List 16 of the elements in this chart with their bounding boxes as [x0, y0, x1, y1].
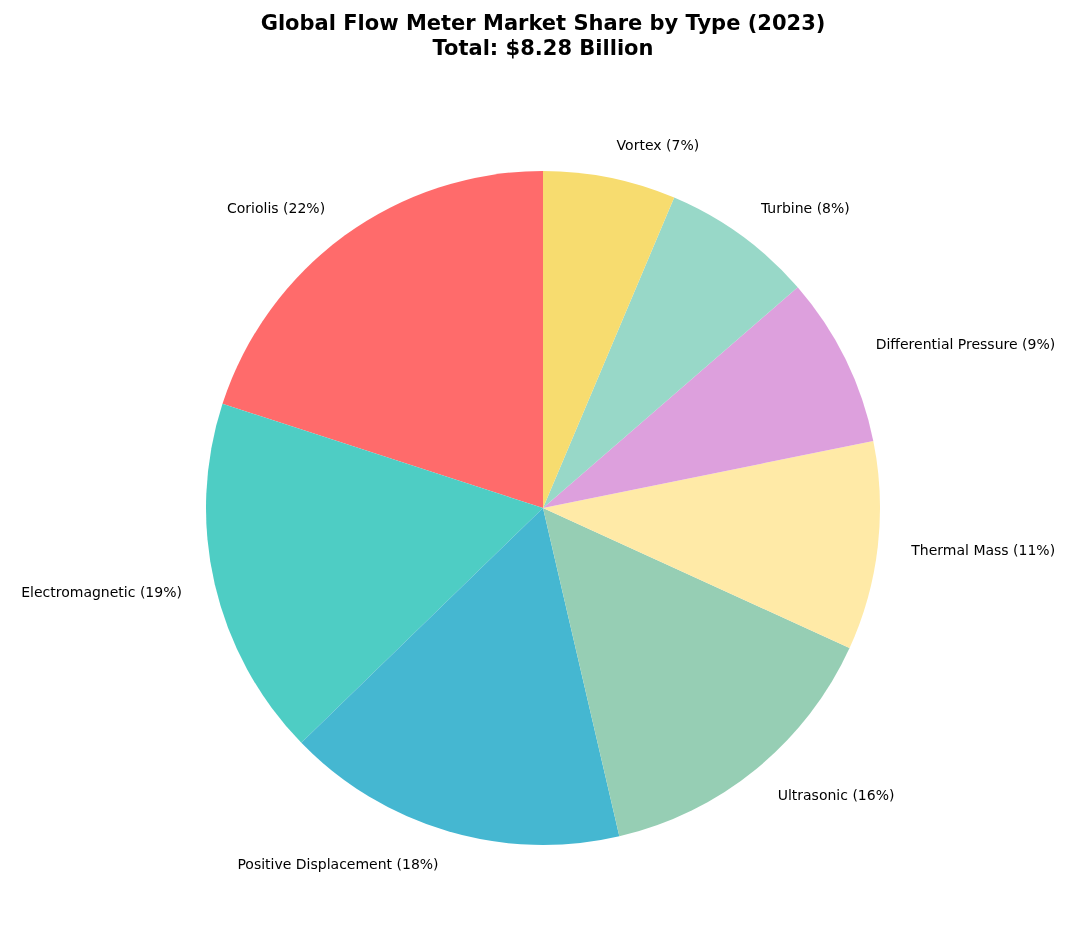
pie-slice [222, 171, 543, 508]
pie-slice [543, 287, 874, 508]
pie-slice [206, 403, 543, 743]
slice-label: Turbine (8%) [759, 200, 850, 216]
slice-label: Coriolis (22%) [226, 200, 326, 216]
pie-slice [543, 441, 880, 648]
slice-label: Differential Pressure (9%) [875, 336, 1056, 353]
slice-label: Thermal Mass (11%) [910, 542, 1056, 559]
pie-slice [543, 508, 850, 837]
slice-label: Vortex (7%) [616, 136, 700, 153]
slice-label: Electromagnetic (19%) [21, 583, 182, 600]
pie-slice [543, 171, 675, 508]
chart-title: Global Flow Meter Market Share by Type (2023) Total: $8.28 Billion [260, 11, 826, 60]
slice-label: Ultrasonic (16%) [777, 786, 895, 803]
pie-slice [301, 508, 620, 845]
slice-label: Positive Displacement (18%) [237, 855, 439, 872]
